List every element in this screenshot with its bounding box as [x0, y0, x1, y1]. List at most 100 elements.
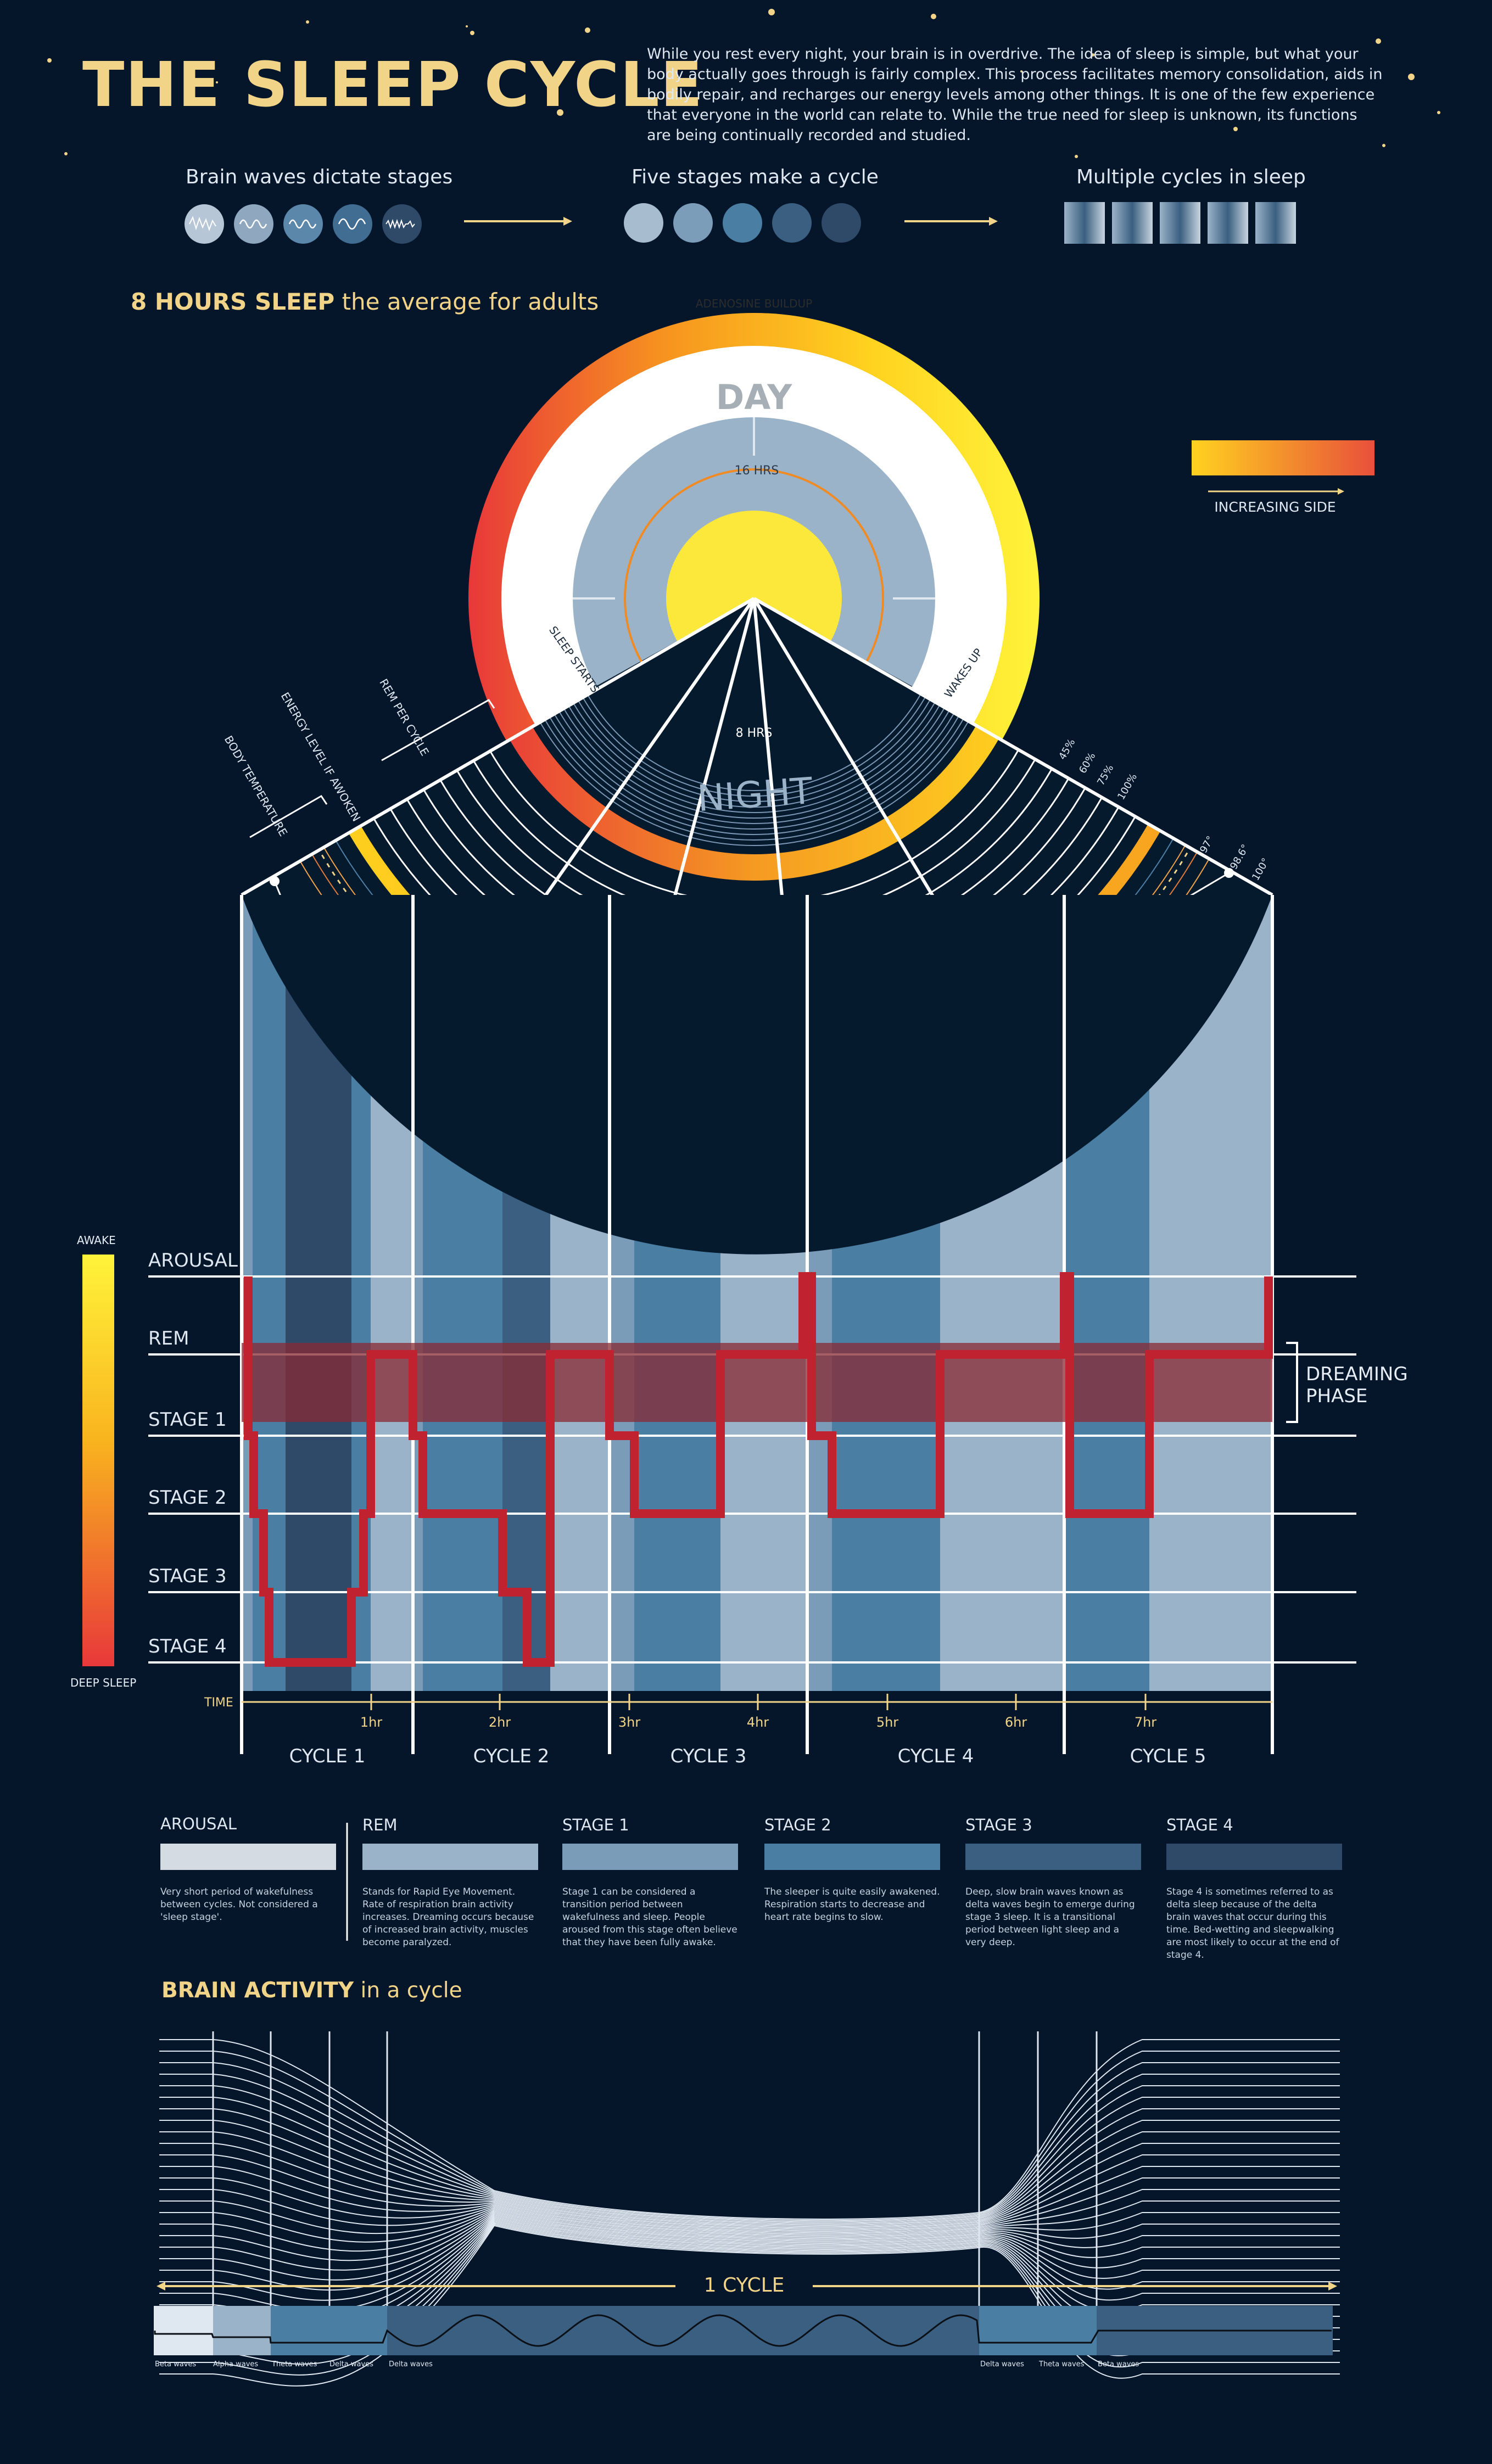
wave-type-label: Alpha waves [213, 2360, 258, 2368]
increasing-side-label: INCREASING SIDE [1214, 499, 1335, 515]
hour-tick-label: 7hr [1135, 1715, 1156, 1730]
activity-line [159, 2108, 1340, 2227]
temp-100: 100° [1250, 856, 1272, 882]
increasing-side-gradient [1192, 440, 1374, 475]
key-stage-description: Stage 1 can be considered a transition p… [562, 1886, 737, 1948]
stage-label: STAGE 3 [148, 1565, 227, 1587]
hour-tick-label: 6hr [1005, 1715, 1027, 1730]
key-stage-name: STAGE 1 [562, 1816, 629, 1834]
activity-line [159, 2097, 1340, 2226]
activity-line [159, 2051, 1340, 2221]
arrow-right-icon [464, 217, 998, 226]
awake-deep-scale [82, 1255, 114, 1666]
one-cycle-label: 1 CYCLE [703, 2274, 785, 2297]
hypnogram: AROUSAL REM STAGE 1 STAGE 2 STAGE 3 STAGE 4 T… [82, 895, 1356, 1767]
time-label: TIME [204, 1696, 233, 1710]
intro-paragraph: While you rest every night, your brain i… [647, 46, 1383, 144]
activity-line [159, 2177, 1340, 2235]
activity-line [159, 2120, 1340, 2228]
activity-line [159, 2131, 1340, 2230]
stage-column [253, 895, 286, 1691]
key-stage-description: The sleeper is quite easily awakened. Re… [764, 1886, 940, 1923]
arc-label-body-temperature: BODY TEMPERATURE [222, 733, 290, 839]
brain-wave-icons [185, 204, 422, 244]
energy-pct-60: 60% [1077, 751, 1098, 775]
brain-activity-heading-bold: BRAIN ACTIVITY [161, 1978, 354, 2003]
night-hours-label: 8 HRS [736, 726, 773, 740]
wave-strip-beta [154, 2306, 213, 2355]
activity-line [159, 2210, 1340, 2261]
hour-tick-label: 2hr [489, 1715, 511, 1730]
hours-heading-bold: 8 HOURS SLEEP [131, 288, 335, 315]
wave-type-label: Delta waves [329, 2360, 373, 2368]
cycle-label: CYCLE 5 [1130, 1745, 1206, 1767]
star-field [47, 9, 1440, 158]
wave-type-label: Delta waves [980, 2360, 1024, 2368]
deep-sleep-label: DEEP SLEEP [70, 1676, 137, 1689]
stage-label: AROUSAL [148, 1250, 238, 1272]
activity-line [159, 2208, 1340, 2243]
increasing-side-legend: INCREASING SIDE [1192, 440, 1374, 515]
wave-strip-alpha [213, 2306, 271, 2355]
activity-line [159, 2224, 1340, 2376]
page-title: THE SLEEP CYCLE [82, 49, 704, 121]
hour-tick-label: 3hr [618, 1715, 640, 1730]
activity-line [159, 2222, 1340, 2365]
night-label: NIGHT [696, 770, 814, 820]
wave-type-label: Theta waves [1038, 2360, 1085, 2368]
adenosine-label: ADENOSINE BUILDUP [696, 297, 812, 310]
energy-ring-lines [506, 598, 1002, 846]
stage-label: STAGE 2 [148, 1487, 227, 1509]
cycle-thumbnails [1064, 202, 1296, 244]
key-stage-name: STAGE 3 [965, 1816, 1032, 1834]
bracket-marks [249, 699, 495, 838]
step-brain-waves: Brain waves dictate stages [186, 166, 453, 188]
hours-heading: 8 HOURS SLEEP the average for adults [131, 288, 599, 315]
temp-98-6: 98.6° [1228, 842, 1251, 871]
cycle-label: CYCLE 3 [670, 1745, 747, 1767]
arc-label-rem-per-cycle: REM PER CYCLE [377, 676, 432, 758]
wave-strip-theta [271, 2306, 387, 2355]
cycle-label: CYCLE 1 [289, 1745, 366, 1767]
hour-tick-label: 1hr [360, 1715, 382, 1730]
key-stage-description: Stage 4 is sometimes referred to as delt… [1166, 1886, 1339, 1961]
cycle-label: CYCLE 2 [473, 1745, 550, 1767]
arc-label-energy-level: ENERGY LEVEL IF AWOKEN [278, 690, 363, 824]
key-stage-name: STAGE 4 [1166, 1816, 1233, 1834]
activity-line [159, 2085, 1340, 2225]
stage-circles [624, 203, 861, 243]
key-stage-name: REM [362, 1816, 398, 1834]
hours-heading-rest: the average for adults [342, 288, 599, 315]
hour-tick-label: 4hr [747, 1715, 769, 1730]
key-stage-description: Very short period of wakefulness between… [160, 1886, 318, 1923]
dreaming-bracket [1286, 1342, 1298, 1423]
energy-pct-75: 75% [1095, 763, 1116, 787]
brainwave-signal [154, 2314, 1332, 2347]
wave-type-label: Beta waves [155, 2360, 196, 2368]
wave-strip-theta-2 [979, 2306, 1097, 2355]
cycle-label: CYCLE 4 [898, 1745, 974, 1767]
brain-activity-heading: BRAIN ACTIVITY in a cycle [161, 1978, 462, 2003]
day-label: DAY [716, 377, 793, 417]
activity-line [159, 2166, 1340, 2233]
energy-pct-45: 45% [1057, 737, 1077, 761]
wave-strip-delta [387, 2306, 979, 2355]
one-cycle-arrow [157, 2282, 1337, 2291]
key-stage-description: Deep, slow brain waves known as delta wa… [965, 1886, 1135, 1948]
activity-line [159, 2062, 1340, 2222]
activity-line [159, 2200, 1340, 2237]
activity-line [159, 2213, 1340, 2281]
activity-line [159, 2143, 1340, 2231]
brain-activity: Beta waves Alpha waves Theta waves Delta wa… [154, 2031, 1340, 2387]
orange-ring [472, 598, 1036, 881]
sleep-stage-path [244, 1272, 1273, 1667]
key-stage-swatch [562, 1844, 738, 1870]
stage-label: REM [148, 1328, 189, 1349]
key-stage-swatch [160, 1844, 336, 1870]
stage-label: STAGE 4 [148, 1636, 227, 1657]
brain-activity-dividers [212, 2031, 1098, 2355]
step-multiple-cycles: Multiple cycles in sleep [1076, 166, 1306, 188]
wave-type-label: Delta waves [389, 2360, 433, 2368]
brain-activity-heading-rest: in a cycle [360, 1978, 462, 2003]
